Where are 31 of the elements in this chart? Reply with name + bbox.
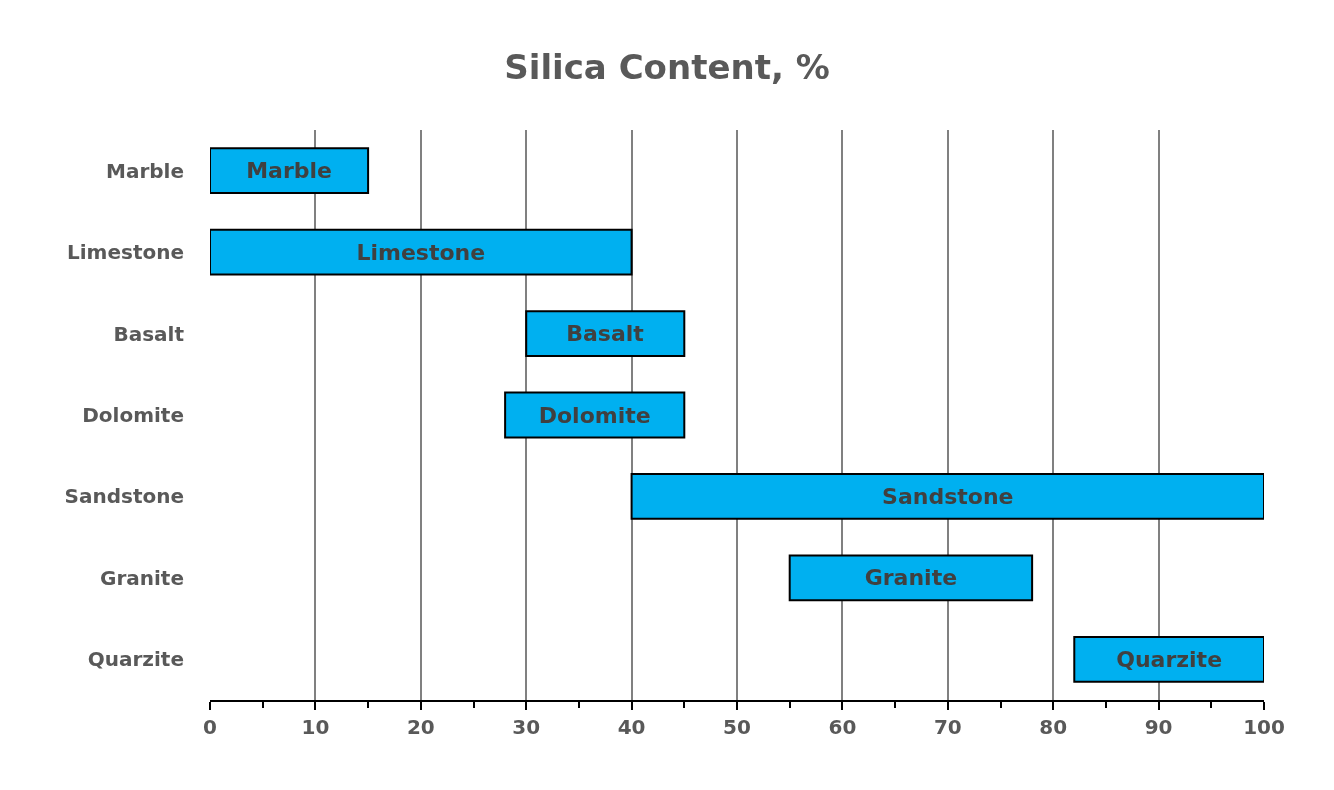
y-tick-label: Dolomite: [82, 403, 184, 427]
bar: [788, 554, 1034, 602]
bar: [210, 228, 633, 276]
bar: [525, 310, 686, 357]
x-tick-label: 100: [1243, 715, 1285, 739]
y-tick-label: Limestone: [66, 240, 184, 265]
x-tick-label: 40: [617, 715, 646, 739]
x-tick-label: 70: [933, 715, 962, 739]
x-tick-label: 90: [1144, 715, 1173, 739]
category-label: Marble: [246, 158, 332, 184]
category-label: Quarzite: [1116, 646, 1223, 672]
x-tick-label: 80: [1039, 715, 1068, 739]
x-tick-label: 60: [828, 715, 857, 739]
y-tick-label: Basalt: [113, 321, 185, 346]
x-tick-label: 20: [406, 715, 435, 739]
bar: [630, 473, 1264, 520]
x-tick-label: 30: [512, 715, 541, 739]
category-label: Limestone: [356, 239, 486, 265]
y-tick-label: Sandstone: [64, 484, 184, 509]
y-tick-label: Marble: [106, 158, 184, 183]
chart-title: Silica Content, %: [504, 47, 830, 88]
x-tick-label: 10: [301, 715, 330, 739]
bar: [1073, 635, 1264, 683]
category-label: Granite: [864, 565, 958, 591]
y-tick-label: Granite: [100, 565, 184, 590]
category-label: Dolomite: [538, 402, 651, 428]
category-label: Sandstone: [882, 483, 1014, 509]
y-tick-label: Quarzite: [87, 647, 184, 672]
x-tick-label: 0: [203, 715, 217, 739]
category-label: Basalt: [566, 321, 644, 347]
x-tick-label: 50: [723, 715, 751, 739]
